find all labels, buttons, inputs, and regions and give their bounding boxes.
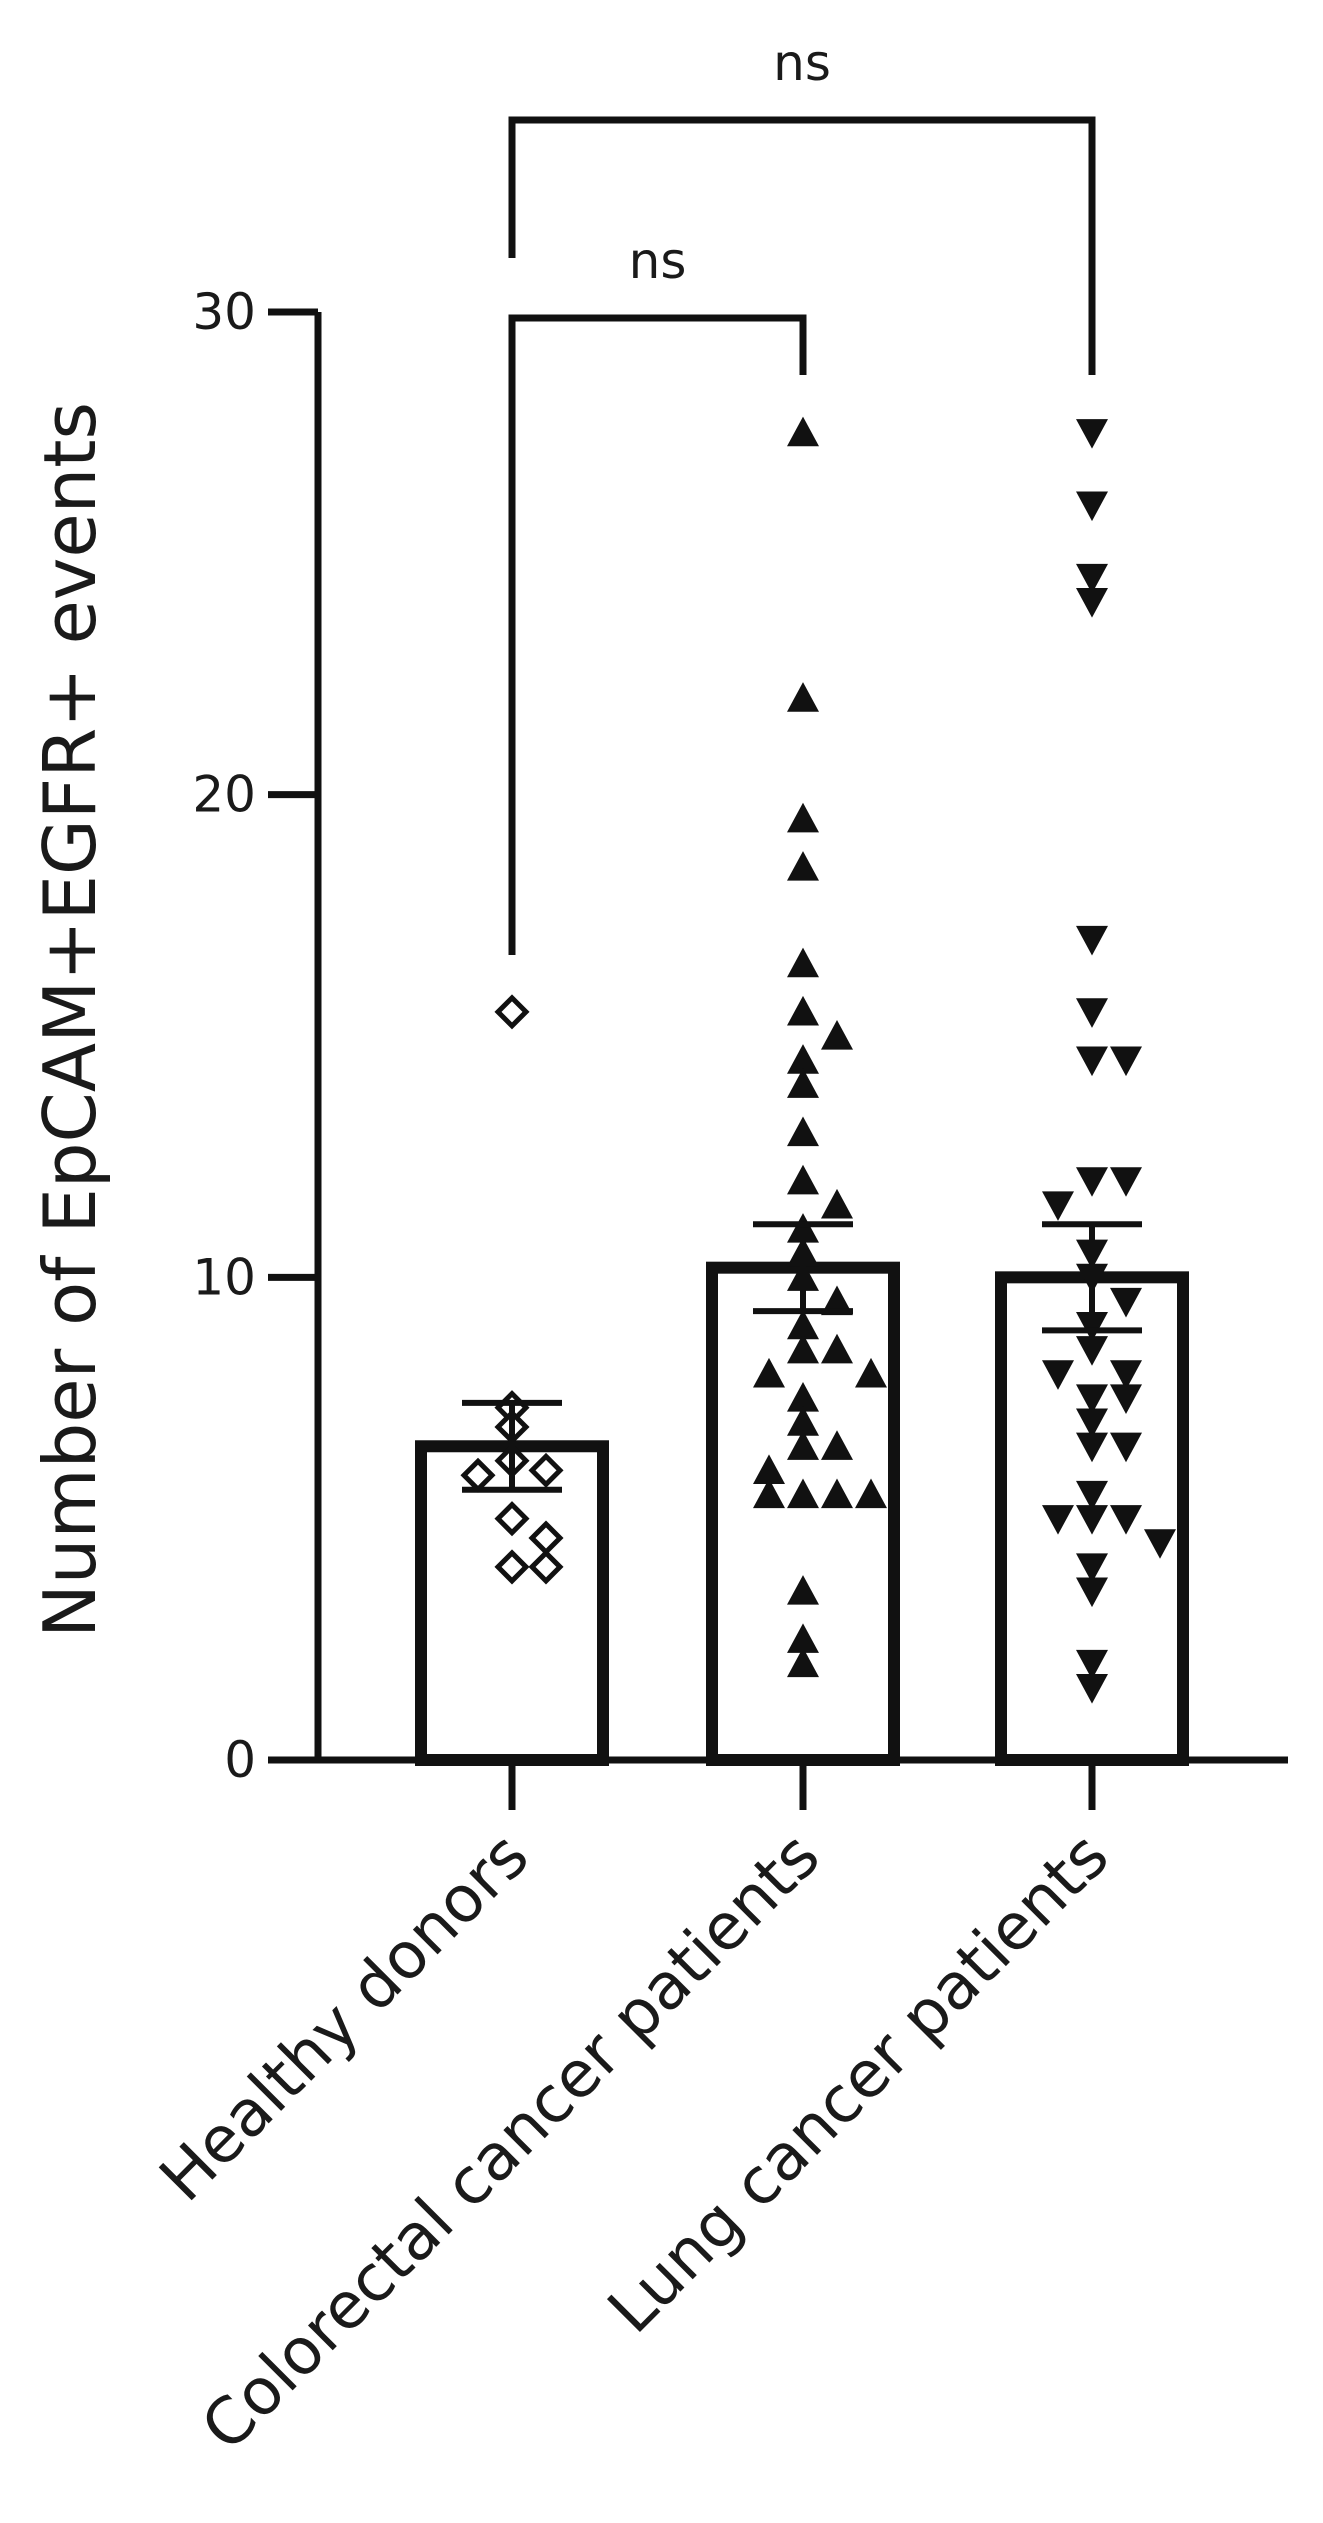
data-point (821, 1478, 853, 1509)
data-point (787, 1309, 819, 1340)
data-point (1076, 1480, 1108, 1511)
data-point (1076, 1674, 1108, 1704)
data-point (1110, 1432, 1142, 1463)
data-point (821, 1430, 853, 1460)
data-point (787, 1116, 819, 1147)
bar (415, 1440, 609, 1767)
data-point (787, 1478, 819, 1509)
significance-label: ns (629, 232, 687, 290)
data-point (787, 1430, 819, 1460)
data-point (821, 1285, 853, 1316)
data-point (1076, 491, 1108, 522)
data-point (753, 1357, 785, 1388)
data-point (1076, 1505, 1108, 1535)
data-point (1042, 1360, 1074, 1390)
data-point (1110, 1360, 1142, 1390)
data-point (787, 1623, 819, 1653)
data-point (787, 1406, 819, 1436)
data-point (787, 416, 819, 447)
data-point (1076, 588, 1108, 618)
data-point (787, 1575, 819, 1605)
data-point (821, 1333, 853, 1364)
data-point (787, 947, 819, 978)
data-point (1144, 1529, 1176, 1559)
y-axis-label: Number of EpCAM+EGFR+ events (28, 402, 112, 1638)
data-point (1076, 563, 1108, 594)
data-point (1110, 1384, 1142, 1414)
data-point (1076, 1167, 1108, 1197)
data-point (1110, 1287, 1142, 1318)
data-point (855, 1478, 887, 1509)
data-point (1076, 1336, 1108, 1366)
data-point (753, 1478, 785, 1509)
data-point (494, 1549, 530, 1585)
data-point (528, 1549, 564, 1585)
data-point (821, 1020, 853, 1050)
data-point (821, 1188, 853, 1219)
data-point (753, 1454, 785, 1484)
y-tick-label: 10 (192, 1248, 256, 1306)
data-point (787, 851, 819, 881)
data-point (494, 994, 530, 1030)
data-point (855, 1357, 887, 1388)
data-point (1076, 1553, 1108, 1583)
data-point (787, 1164, 819, 1195)
x-category-label: Colorectal cancer patients (188, 1819, 834, 2465)
y-tick-label: 0 (224, 1731, 256, 1789)
significance-label: ns (773, 34, 831, 92)
significance-bracket (508, 314, 807, 955)
data-point (1110, 1167, 1142, 1197)
data-point (787, 802, 819, 833)
data-point (787, 1044, 819, 1074)
data-point (787, 995, 819, 1026)
x-category-label: Lung cancer patients (594, 1819, 1123, 2348)
data-point (1076, 1649, 1108, 1680)
significance-bracket (508, 116, 1096, 375)
data-point (528, 1452, 564, 1488)
data-point (1076, 1408, 1108, 1439)
y-tick-label: 30 (192, 283, 256, 341)
data-point (1076, 1046, 1108, 1077)
data-point (1076, 1432, 1108, 1463)
data-point (1076, 1384, 1108, 1414)
data-point (787, 1647, 819, 1678)
data-point (1110, 1505, 1142, 1535)
data-point (1076, 925, 1108, 956)
data-point (787, 1333, 819, 1364)
data-point (1110, 1046, 1142, 1077)
data-point (787, 1068, 819, 1098)
data-point (787, 682, 819, 712)
data-point (787, 1382, 819, 1412)
data-point (494, 1501, 530, 1537)
data-point (1076, 998, 1108, 1028)
y-tick-label: 20 (192, 766, 256, 824)
data-point (1076, 419, 1108, 449)
data-point (1042, 1191, 1074, 1221)
data-point (1042, 1505, 1074, 1535)
data-point (1076, 1577, 1108, 1608)
